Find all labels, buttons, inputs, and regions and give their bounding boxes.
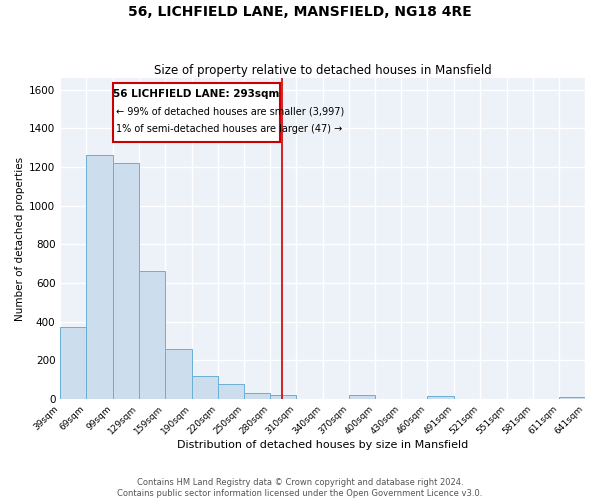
Text: Contains HM Land Registry data © Crown copyright and database right 2024.
Contai: Contains HM Land Registry data © Crown c…: [118, 478, 482, 498]
X-axis label: Distribution of detached houses by size in Mansfield: Distribution of detached houses by size …: [177, 440, 468, 450]
Bar: [559, 396, 585, 399]
Bar: [60, 328, 86, 399]
Bar: [427, 396, 454, 399]
Bar: [218, 384, 244, 399]
Bar: [113, 163, 139, 399]
Bar: [244, 392, 271, 399]
Bar: [113, 83, 280, 142]
Text: 56, LICHFIELD LANE, MANSFIELD, NG18 4RE: 56, LICHFIELD LANE, MANSFIELD, NG18 4RE: [128, 5, 472, 19]
Bar: [349, 396, 375, 399]
Bar: [139, 272, 165, 399]
Bar: [86, 156, 113, 399]
Title: Size of property relative to detached houses in Mansfield: Size of property relative to detached ho…: [154, 64, 491, 77]
Bar: [192, 376, 218, 399]
Y-axis label: Number of detached properties: Number of detached properties: [15, 156, 25, 320]
Text: ← 99% of detached houses are smaller (3,997): ← 99% of detached houses are smaller (3,…: [116, 106, 344, 117]
Text: 1% of semi-detached houses are larger (47) →: 1% of semi-detached houses are larger (4…: [116, 124, 343, 134]
Text: 56 LICHFIELD LANE: 293sqm: 56 LICHFIELD LANE: 293sqm: [113, 88, 280, 99]
Bar: [271, 395, 296, 399]
Bar: [165, 348, 192, 399]
